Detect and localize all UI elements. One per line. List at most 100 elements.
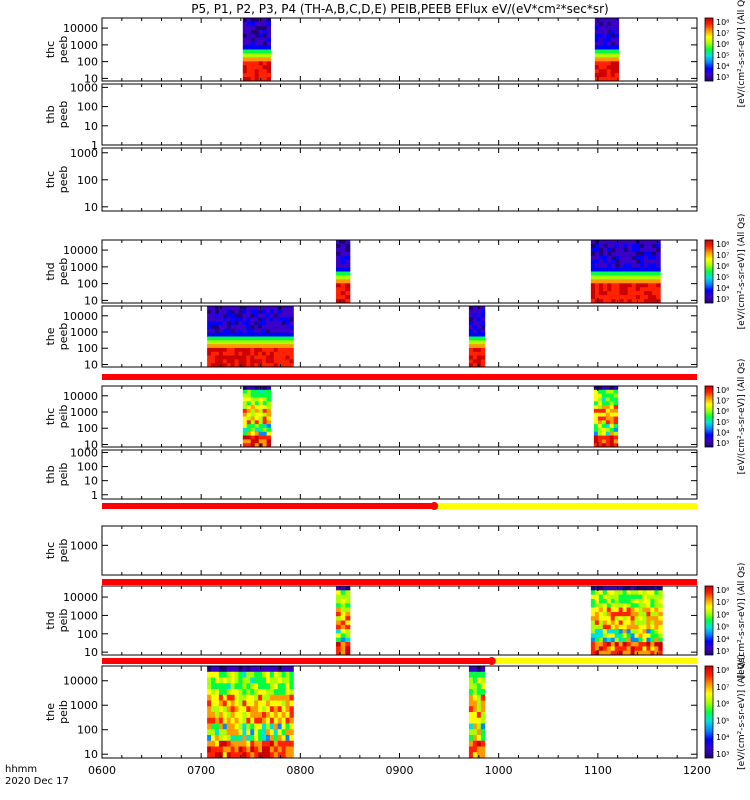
y-tick-label: 10000: [63, 22, 98, 35]
colorbar-tick-label: 10⁶: [716, 40, 729, 49]
colorbar-scale: [704, 665, 714, 759]
panel-probe-label: thd: [44, 262, 57, 280]
y-tick-label: 10000: [63, 675, 98, 688]
spectrogram-segment: [593, 386, 619, 448]
y-tick-label: 10: [84, 72, 98, 85]
panel-probe-label: thb: [44, 105, 57, 123]
panel-frame: [101, 83, 698, 146]
x-tick-label: 0800: [286, 764, 314, 777]
panel-probe-label: thc: [44, 171, 57, 188]
colorbar-tick-label: 10⁵: [716, 623, 729, 632]
x-tick-label: 1000: [485, 764, 513, 777]
spectrogram-segment: [590, 240, 661, 304]
colorbar-tick-label: 10³: [716, 647, 729, 656]
colorbar-tick-label: 10⁶: [716, 700, 729, 709]
colorbar-tick-label: 10⁵: [716, 418, 729, 427]
y-tick-label: 100: [77, 174, 98, 187]
y-tick-label: 1: [91, 139, 98, 152]
y-tick-label: 10: [84, 201, 98, 214]
panel-instrument-label: peib: [57, 700, 70, 724]
x-tick-label: 0700: [187, 764, 215, 777]
y-tick-label: 1000: [70, 261, 98, 274]
mode-bar: [102, 374, 697, 380]
panel-probe-label: thb: [44, 465, 57, 483]
colorbar-tick-label: 10⁴: [716, 284, 729, 293]
panel-thd-peib-8: 10000 1000 100 10 thd peib 10⁸ 10⁷ 10⁶ 10⁵ 10⁴ 10³ […: [44, 563, 747, 679]
colorbar-label: [eV/(cm²-s-sr-eV)] (All Qs): [737, 214, 747, 330]
mode-bar-red: [102, 658, 492, 664]
y-tick-label: 100: [77, 56, 98, 69]
panel-the-peeb-4: 10000 1000 100 10 the peeb: [44, 305, 698, 371]
panel-thc-peeb-2: 1000 100 10 thc peeb: [44, 147, 698, 214]
colorbar-scale: [704, 385, 714, 448]
colorbar-tick-label: 10³: [716, 439, 729, 448]
y-tick-label: 100: [77, 422, 98, 435]
colorbar-label: [eV/(cm²-s-sr-eV)] (All Qs): [737, 359, 747, 475]
mode-bar: [102, 657, 697, 665]
y-tick-label: 1000: [70, 539, 98, 552]
panel-frame: [101, 665, 698, 759]
colorbar-tick-label: 10³: [716, 295, 729, 304]
panel-instrument-label: peib: [57, 539, 70, 563]
y-tick-label: 100: [77, 724, 98, 737]
y-tick-label: 100: [77, 101, 98, 114]
panel-frame: [101, 305, 698, 368]
colorbar-tick-label: 10⁷: [716, 251, 729, 260]
y-tick-label: 100: [77, 342, 98, 355]
panel-the-peib-9: 10000 1000 100 10 the peib 10⁸ 10⁷ 10⁶ 10⁵ 10⁴ 10³ […: [44, 654, 747, 770]
panel-instrument-label: peeb: [57, 258, 70, 286]
y-tick-label: 10: [84, 120, 98, 133]
y-tick-label: 10: [84, 748, 98, 761]
y-tick-label: 1000: [70, 446, 98, 459]
colorbar-tick-label: 10³: [716, 73, 729, 82]
y-tick-label: 1000: [70, 406, 98, 419]
y-tick-label: 10: [84, 646, 98, 659]
y-tick-label: 1000: [70, 81, 98, 94]
colorbar-tick-label: 10⁶: [716, 610, 729, 619]
panel-thc-peib-7: 1000 thc peib: [44, 525, 698, 576]
panel-instrument-label: peib: [57, 405, 70, 429]
panel-thc-peeb-0: 10000 1000 100 10 thc peeb 10⁸ 10⁷ 10⁶ 10⁵ 10⁴ 10³ […: [44, 0, 747, 107]
x-tick-label: 0900: [386, 764, 414, 777]
colorbar-tick-label: 10⁸: [716, 18, 729, 27]
y-tick-label: 10: [84, 475, 98, 488]
y-tick-label: 1: [91, 489, 98, 502]
panel-thd-peeb-3: 10000 1000 100 10 thd peeb 10⁸ 10⁷ 10⁶ 10⁵ 10⁴ 10³ […: [44, 214, 747, 330]
y-tick-label: 1000: [70, 39, 98, 52]
y-tick-label: 100: [77, 461, 98, 474]
y-tick-label: 10000: [63, 390, 98, 403]
spectrogram-segment: [207, 666, 294, 759]
mode-bar-yellow: [491, 658, 697, 664]
mode-bar-marker: [487, 657, 496, 665]
colorbar-scale: [704, 585, 714, 656]
colorbar-tick-label: 10⁴: [716, 733, 729, 742]
y-tick-label: 10000: [63, 591, 98, 604]
colorbar-label: [eV/(cm²-s-sr-eV)] (All Qs): [737, 563, 747, 679]
x-axis: hhmm 2020 Dec 17 0600 0700 0800 0900 1000 110…: [5, 764, 711, 787]
spectrogram-segment: [242, 386, 271, 448]
panel-thb-peeb-1: 1000 100 10 1 thb peeb: [44, 81, 698, 152]
colorbar-tick-label: 10⁷: [716, 29, 729, 38]
panel-probe-label: thc: [44, 542, 57, 559]
colorbar-tick-label: 10⁶: [716, 262, 729, 271]
panel-instrument-label: peeb: [57, 36, 70, 64]
spectrogram-segment: [594, 18, 620, 82]
panel-probe-label: thc: [44, 41, 57, 58]
y-tick-label: 1000: [70, 326, 98, 339]
spectrogram-segment: [468, 666, 486, 759]
panel-probe-label: the: [44, 327, 57, 345]
y-tick-label: 10000: [63, 310, 98, 323]
y-tick-label: 100: [77, 628, 98, 641]
colorbar-tick-label: 10⁴: [716, 635, 729, 644]
spectrogram-segment: [242, 18, 271, 82]
y-tick-label: 10: [84, 358, 98, 371]
colorbar-tick-label: 10⁷: [716, 397, 729, 406]
mode-bars: [102, 374, 697, 665]
panel-instrument-label: peeb: [57, 101, 70, 129]
